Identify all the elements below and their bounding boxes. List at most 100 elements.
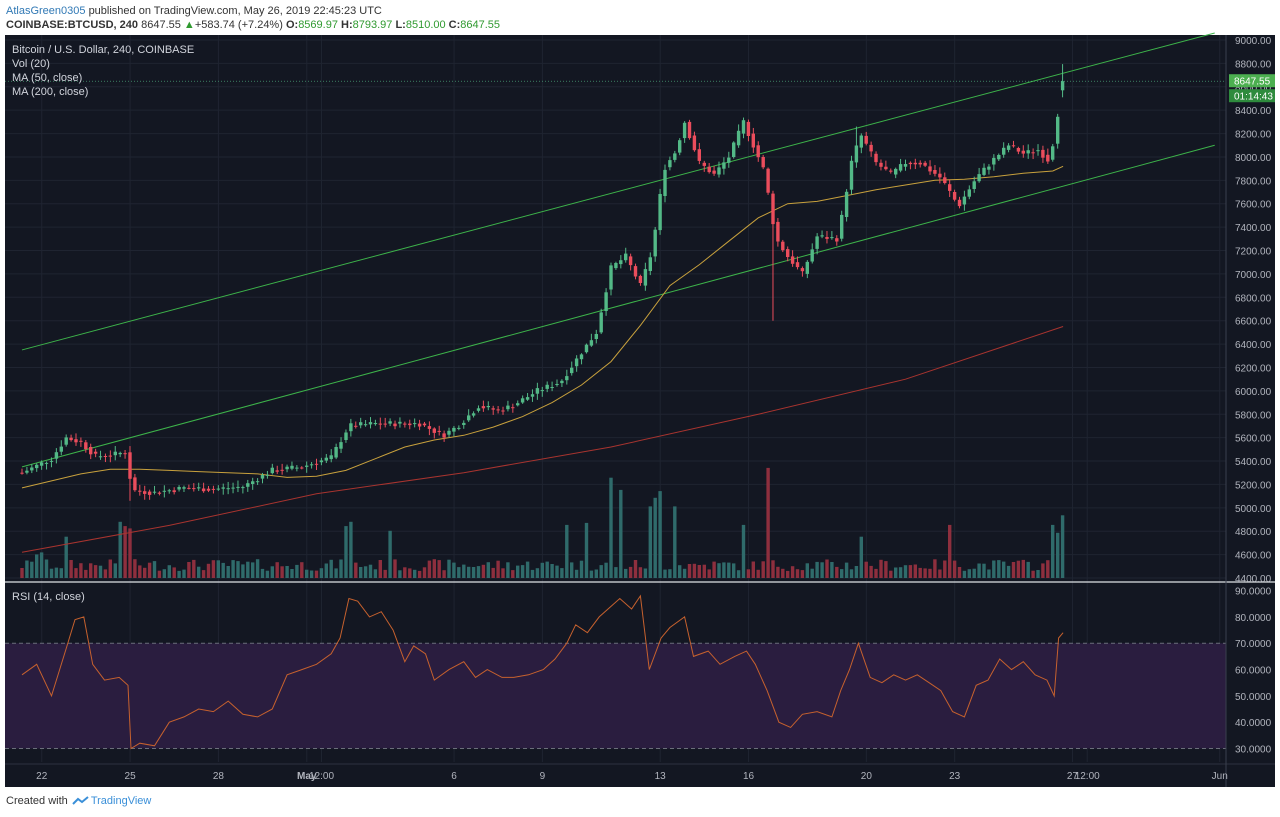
- countdown-tag-text: 01:14:43: [1234, 92, 1273, 103]
- volume-bar: [496, 560, 500, 578]
- candle-body: [653, 229, 657, 257]
- volume-bar: [467, 566, 471, 578]
- volume-bar: [928, 568, 932, 578]
- volume-bar: [923, 568, 927, 578]
- rsi-tick-label: 40.0000: [1235, 718, 1272, 729]
- candle-body: [452, 427, 456, 432]
- candle-body: [241, 487, 245, 489]
- legend-rsi[interactable]: RSI (14, close): [12, 591, 85, 603]
- candle-body: [368, 422, 373, 425]
- candle-body: [673, 153, 677, 160]
- volume-bar: [908, 565, 913, 578]
- candle-body: [260, 474, 265, 479]
- candle-body: [84, 442, 88, 450]
- volume-bar: [849, 569, 854, 578]
- volume-bar: [565, 524, 569, 578]
- volume-bar: [741, 524, 746, 578]
- volume-bar: [859, 536, 863, 578]
- volume-bar: [712, 561, 716, 578]
- rsi-line: [21, 594, 1064, 750]
- volume-bar: [363, 566, 368, 578]
- volume-bar: [525, 561, 530, 578]
- tradingview-brand[interactable]: TradingView: [90, 795, 152, 807]
- candle-body: [496, 409, 500, 411]
- volume-bar: [1016, 560, 1021, 578]
- volume-bar: [79, 563, 83, 578]
- candle-body: [413, 423, 417, 425]
- volume-bar: [889, 570, 893, 578]
- time-tick-label: 6: [451, 771, 457, 782]
- candle-body: [1002, 147, 1006, 155]
- rsi-tick-label: 30.0000: [1235, 745, 1272, 756]
- volume-bar: [177, 570, 181, 578]
- volume-bar: [339, 559, 343, 578]
- candle-body: [172, 490, 176, 493]
- close-label: C:: [448, 19, 461, 31]
- time-tick-label: 22: [36, 771, 48, 782]
- candle-body: [506, 405, 510, 410]
- price-tick-label: 4800.00: [1235, 527, 1272, 538]
- volume-bar: [702, 564, 706, 578]
- candle-body: [540, 390, 544, 392]
- candle-body: [1026, 150, 1030, 154]
- candle-body: [889, 170, 893, 172]
- candle-body: [324, 457, 328, 461]
- volume-bar: [840, 569, 844, 578]
- channel-line-lower: [21, 144, 1215, 468]
- volume-bar: [447, 559, 451, 578]
- volume-bar: [300, 562, 304, 578]
- volume-bar: [314, 570, 319, 578]
- legend-volume[interactable]: Vol (20): [12, 58, 50, 70]
- candle-body: [928, 166, 932, 172]
- volume-bar: [20, 568, 24, 578]
- change-text: +583.74 (+7.24%): [194, 19, 283, 31]
- volume-bar: [403, 567, 407, 578]
- volume-bar: [501, 568, 505, 578]
- volume-bar: [609, 477, 613, 578]
- volume-bar: [206, 563, 211, 578]
- volume-bar: [201, 570, 206, 578]
- candle-body: [1041, 149, 1045, 158]
- candle-body: [383, 423, 387, 425]
- volume-bar: [987, 569, 991, 578]
- chart-canvas[interactable]: 9000.00 8800.00 8600.00 8400.00 8200.00 8000.…: [0, 0, 1280, 790]
- volume-bar: [255, 559, 260, 578]
- volume-bar: [952, 560, 957, 578]
- candle-body: [177, 487, 181, 490]
- volume-bar: [334, 568, 338, 578]
- volume-bar: [30, 561, 34, 578]
- volume-bar: [746, 569, 751, 578]
- volume-bar: [844, 562, 849, 578]
- volume-bar: [432, 559, 436, 578]
- volume-bar: [84, 569, 88, 578]
- volume-bar: [638, 567, 643, 578]
- candle-body: [30, 467, 34, 471]
- author-link[interactable]: AtlasGreen0305: [6, 5, 86, 17]
- volume-bar: [869, 565, 873, 578]
- candle-body: [697, 149, 701, 161]
- legend-ma50[interactable]: MA (50, close): [12, 72, 82, 84]
- candle-body: [118, 452, 122, 455]
- volume-bar: [884, 561, 888, 578]
- candle-body: [923, 162, 927, 166]
- candle-body: [898, 164, 903, 171]
- volume-bar: [835, 566, 839, 578]
- price-tick-label: 7800.00: [1235, 176, 1272, 187]
- price-tick-label: 6800.00: [1235, 293, 1272, 304]
- volume-bar: [39, 552, 44, 578]
- candle-body: [143, 491, 147, 494]
- candle-body: [594, 334, 598, 339]
- countdown-tag: [1229, 89, 1275, 103]
- rsi-tick-label: 50.0000: [1235, 692, 1272, 703]
- volume-bar: [157, 570, 162, 578]
- volume-bar: [324, 563, 328, 578]
- candle-body: [668, 160, 672, 168]
- open-value: 8569.97: [298, 19, 338, 31]
- price-axis[interactable]: 9000.00 8800.00 8600.00 8400.00 8200.00 8000.…: [1235, 36, 1272, 585]
- price-tick-label: 7400.00: [1235, 223, 1272, 234]
- legend-ma200[interactable]: MA (200, close): [12, 86, 88, 98]
- volume-bar: [786, 570, 790, 578]
- volume-bar: [427, 560, 432, 578]
- candle-body: [54, 452, 59, 459]
